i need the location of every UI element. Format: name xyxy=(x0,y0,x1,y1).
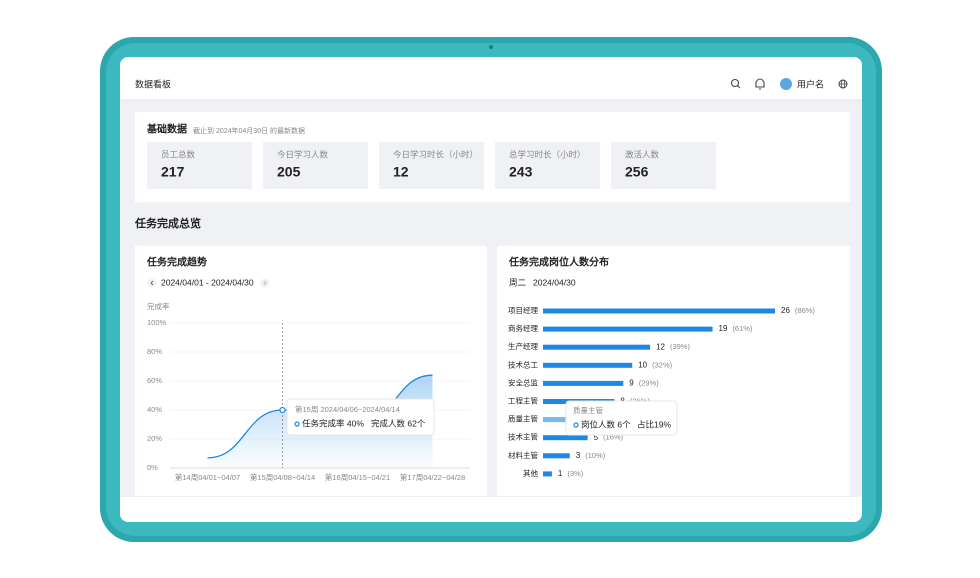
category-label: 其他 xyxy=(523,468,538,478)
category-label: 安全总监 xyxy=(508,377,538,387)
basic-subtitle: 截止到 2024年04月30日 的最新数据 xyxy=(193,126,305,135)
share-label: (86%) xyxy=(795,306,816,315)
stat-box xyxy=(147,142,252,189)
section-title: 任务完成总览 xyxy=(134,216,201,230)
category-label: 工程主管 xyxy=(508,395,538,405)
tooltip-rate: 任务完成率 40% xyxy=(302,418,364,428)
tooltip-box xyxy=(565,400,678,436)
y-tick-label: 40% xyxy=(147,405,162,414)
stat-box xyxy=(495,142,600,189)
basic-title: 基础数据 xyxy=(146,123,187,136)
stat-value: 256 xyxy=(625,164,649,180)
value-label: 3 xyxy=(576,451,581,460)
y-tick-label: 100% xyxy=(147,318,167,327)
trend-date-range: 2024/04/01 - 2024/04/30 xyxy=(161,277,254,287)
stat-box xyxy=(379,142,484,189)
app-title: 数据看板 xyxy=(135,78,171,89)
stat-label: 激活人数 xyxy=(625,149,660,159)
y-tick-label: 80% xyxy=(147,347,162,356)
tooltip-title: 第15周 2024/04/06~2024/04/14 xyxy=(295,404,400,414)
category-label: 材料主管 xyxy=(508,450,538,460)
value-label: 12 xyxy=(656,342,665,351)
bar xyxy=(543,308,775,314)
trend-title: 任务完成趋势 xyxy=(146,256,207,269)
language-icon[interactable] xyxy=(838,79,848,89)
x-tick-label: 第17周04/22~04/28 xyxy=(400,472,465,482)
value-label: 19 xyxy=(719,324,728,333)
share-label: (16%) xyxy=(603,433,624,442)
value-label: 26 xyxy=(781,306,790,315)
tooltip-count: 完成人数 62个 xyxy=(371,418,426,428)
distribution-title: 任务完成岗位人数分布 xyxy=(508,256,609,269)
bar xyxy=(543,453,570,459)
stat-box xyxy=(263,142,368,189)
distribution-date: 2024/04/30 xyxy=(533,277,576,287)
avatar[interactable] xyxy=(780,78,792,90)
share-label: (32%) xyxy=(652,360,673,369)
y-tick-label: 20% xyxy=(147,434,162,443)
value-label: 10 xyxy=(638,360,647,369)
next-arrow xyxy=(263,280,267,286)
prev-arrow xyxy=(150,280,154,286)
user-name[interactable]: 用户名 xyxy=(797,78,824,89)
y-tick-label: 0% xyxy=(147,463,158,472)
hover-point xyxy=(279,406,286,414)
stat-value: 12 xyxy=(393,164,409,180)
tooltip-share: 占比19% xyxy=(637,419,671,429)
category-label: 项目经理 xyxy=(508,305,538,315)
basic-card xyxy=(135,112,850,202)
share-label: (29%) xyxy=(639,378,660,387)
x-tick-label: 第15周04/08~04/14 xyxy=(250,472,315,482)
stat-value: 217 xyxy=(161,164,185,180)
stat-value: 205 xyxy=(277,164,301,180)
share-label: (39%) xyxy=(670,342,691,351)
category-label: 质量主管 xyxy=(508,414,538,424)
stat-label: 今日学习人数 xyxy=(277,149,329,159)
tooltip-box xyxy=(286,398,435,436)
next-button[interactable] xyxy=(260,278,270,288)
tooltip-dot xyxy=(573,422,579,428)
y-axis-label: 完成率 xyxy=(147,301,170,311)
x-tick-label: 第16周04/15~04/21 xyxy=(325,472,390,482)
distribution-weekday: 周二 xyxy=(509,277,527,287)
trend-tooltip: 第15周 2024/04/06~2024/04/14 任务完成率 40% 完成人… xyxy=(286,398,435,436)
distribution-tooltip: 质量主管 岗位人数 6个 占比19% xyxy=(565,400,678,436)
stat-label: 总学习时长（小时） xyxy=(509,149,586,159)
bar xyxy=(543,362,633,368)
stat-label: 今日学习时长（小时） xyxy=(393,149,478,159)
stat-label: 员工总数 xyxy=(161,149,196,159)
share-label: (3%) xyxy=(567,469,583,478)
prev-button[interactable] xyxy=(147,278,157,288)
y-tick-label: 60% xyxy=(147,376,162,385)
value-label: 1 xyxy=(558,469,563,478)
bell-icon[interactable] xyxy=(755,78,765,90)
tooltip-dot xyxy=(294,421,300,427)
x-tick-label: 第14周04/01~04/07 xyxy=(175,472,240,482)
camera xyxy=(489,45,493,49)
search-icon[interactable] xyxy=(730,78,741,89)
stat-value: 243 xyxy=(509,164,533,180)
value-label: 9 xyxy=(629,379,634,388)
stat-box xyxy=(611,142,716,189)
category-label: 技术总工 xyxy=(508,359,538,369)
bar xyxy=(543,471,552,477)
share-label: (61%) xyxy=(732,324,753,333)
category-label: 生产经理 xyxy=(508,341,538,351)
tooltip-count: 岗位人数 6个 xyxy=(581,419,631,429)
share-label: (10%) xyxy=(585,451,606,460)
value-label: 5 xyxy=(594,433,599,442)
category-label: 技术主管 xyxy=(508,432,538,442)
bar xyxy=(543,326,713,332)
category-label: 商务经理 xyxy=(508,323,538,333)
bar xyxy=(543,344,651,350)
bar xyxy=(543,380,624,386)
bar xyxy=(543,435,588,441)
tooltip-title: 质量主管 xyxy=(573,405,603,415)
